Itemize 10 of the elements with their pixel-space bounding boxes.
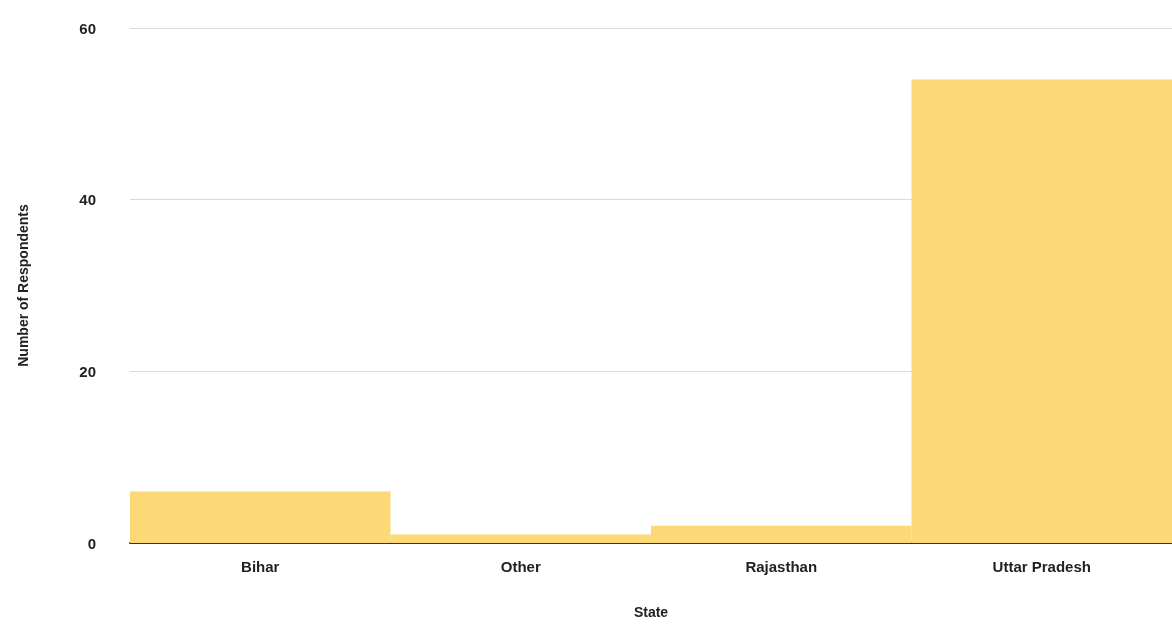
x-tick-label: Other xyxy=(500,558,541,575)
y-tick-label: 0 xyxy=(87,534,96,552)
x-tick-label: Uttar Pradesh xyxy=(992,558,1091,575)
y-tick-label: 60 xyxy=(79,19,96,37)
y-axis-title: Number of Respondents xyxy=(15,204,31,367)
x-tick-label: Rajasthan xyxy=(745,558,818,575)
x-axis-title: State xyxy=(633,604,669,620)
y-tick-label: 40 xyxy=(79,191,96,209)
x-tick-label: Bihar xyxy=(241,558,280,575)
y-tick-label: 20 xyxy=(79,362,96,380)
